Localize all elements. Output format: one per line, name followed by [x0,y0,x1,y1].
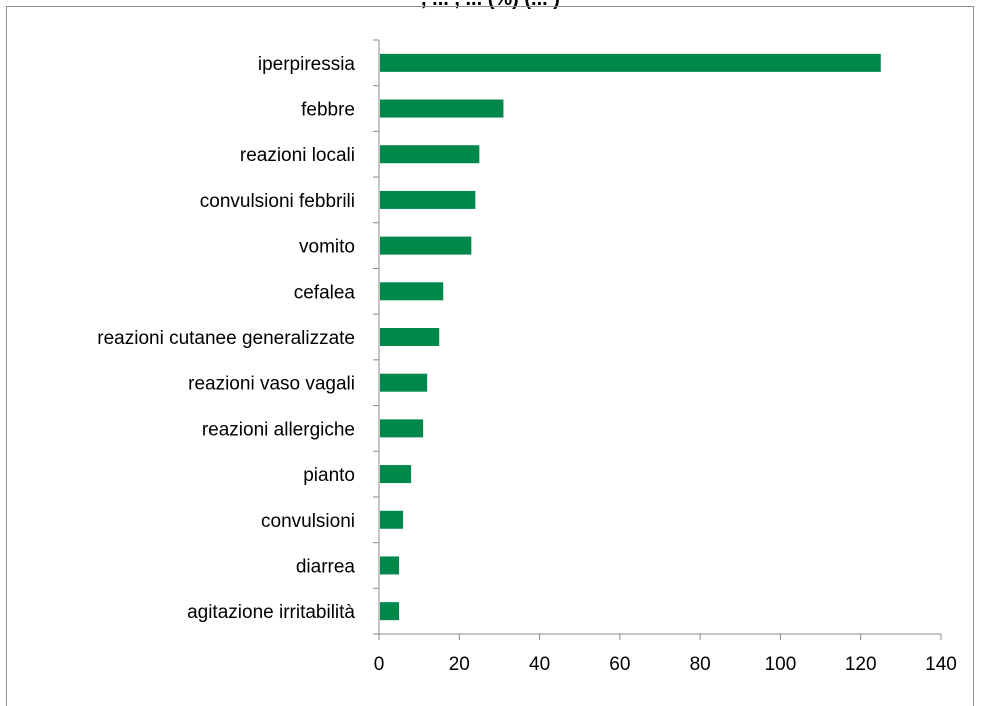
x-tick-label: 0 [374,654,385,675]
category-label: febbre [301,100,355,121]
bar [380,236,472,255]
bar [380,328,440,346]
category-label: iperpiressia [258,54,356,75]
category-label: pianto [303,465,355,486]
x-tick-label: 60 [609,654,630,675]
x-tick-label: 100 [765,654,797,675]
chart-bars [380,53,881,621]
category-label: vomito [299,237,355,258]
chart-axes [373,39,942,640]
bar [380,556,400,575]
bar [380,190,476,209]
category-label: reazioni vaso vagali [188,374,355,395]
x-tick-labels: 0 20 40 60 80 100 120 140 [374,654,957,675]
category-label: convulsioni [261,511,355,532]
bar [380,465,412,484]
x-tick-label: 120 [845,654,877,675]
x-tick-label: 40 [529,654,550,675]
category-label: cefalea [294,282,356,303]
category-label: convulsioni febbrili [200,191,355,212]
category-label: diarrea [296,556,356,577]
bar [380,419,424,438]
x-tick-label: 140 [925,654,957,675]
bar [380,510,404,529]
category-label: reazioni locali [240,145,355,166]
chart-frame [6,6,974,706]
category-label: reazioni allergiche [202,419,355,440]
chart-title: , ... , ... (%) (... ) [0,0,981,11]
chart-title-text: , ... , ... (%) (... ) [421,0,560,10]
bar [380,53,881,72]
bar [380,99,504,118]
category-label: reazioni cutanee generalizzate [97,328,355,349]
x-tick-label: 20 [449,654,470,675]
x-tick-label: 80 [690,654,711,675]
bar [380,373,428,392]
bar [380,282,444,301]
category-labels: iperpiressia febbre reazioni locali convuls… [97,54,355,623]
category-label: agitazione irritabilità [187,602,355,623]
bar [380,602,400,621]
bar [380,145,480,164]
